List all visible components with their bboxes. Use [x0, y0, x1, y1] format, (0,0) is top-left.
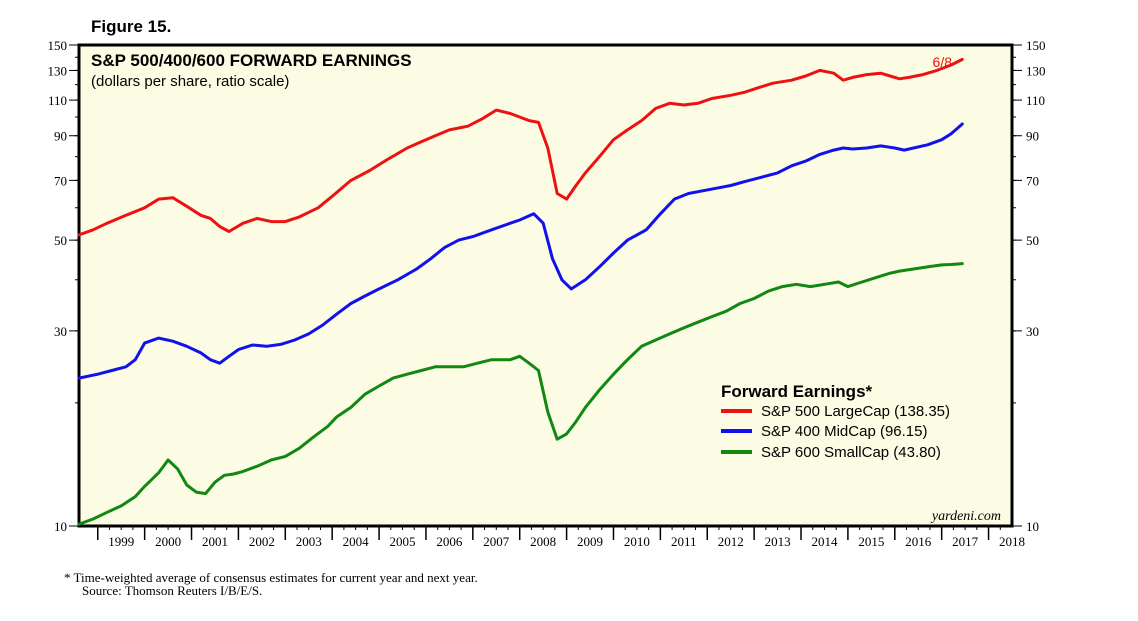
x-tick-label: 2003	[296, 534, 322, 549]
sp600-line	[77, 262, 964, 526]
axis-ticks	[69, 44, 1022, 540]
series-lines	[77, 57, 964, 526]
y-tick-label-left: 90	[54, 129, 67, 144]
chart-title: S&P 500/400/600 FORWARD EARNINGS	[91, 51, 412, 70]
y-tick-label-right: 10	[1026, 519, 1039, 534]
y-tick-label-right: 50	[1026, 233, 1039, 248]
x-tick-label: 1999	[108, 534, 134, 549]
legend-label-sp500: S&P 500 LargeCap (138.35)	[761, 403, 950, 420]
legend: Forward Earnings* S&P 500 LargeCap (138.…	[721, 382, 950, 461]
x-tick-label: 2012	[718, 534, 744, 549]
x-tick-label: 2000	[155, 534, 181, 549]
x-tick-label: 2017	[952, 534, 979, 549]
y-tick-label-left: 70	[54, 173, 67, 188]
y-tick-label-right: 130	[1026, 63, 1046, 78]
x-axis-labels: 1999 2000 2001 2002 2003 2004 2005 2006 2007 2008…	[108, 534, 1025, 549]
y-tick-label-left: 50	[54, 233, 67, 248]
sp400-line	[77, 122, 964, 380]
x-tick-label: 2013	[765, 534, 791, 549]
x-tick-label: 2001	[202, 534, 228, 549]
y-tick-label-left: 110	[48, 93, 67, 108]
source-note: Source: Thomson Reuters I/B/E/S.	[82, 583, 262, 598]
x-tick-label: 2016	[905, 534, 932, 549]
y-tick-label-right: 90	[1026, 129, 1039, 144]
x-tick-label: 2010	[624, 534, 650, 549]
plot-area	[77, 43, 1014, 528]
y-axis-right-labels: 10 30 50 70 90 110 130 150	[1026, 38, 1046, 534]
y-tick-label-left: 150	[48, 38, 68, 53]
y-tick-label-right: 70	[1026, 173, 1039, 188]
y-axis-left-labels: 10 30 50 70 90 110 130 150	[48, 38, 68, 534]
figure-label: Figure 15.	[91, 17, 171, 36]
y-tick-label-left: 30	[54, 324, 67, 339]
x-tick-label: 2004	[343, 534, 370, 549]
sp500-line	[77, 57, 964, 237]
y-tick-label-right: 110	[1026, 93, 1045, 108]
y-tick-label-left: 10	[54, 519, 67, 534]
x-tick-label: 2005	[390, 534, 416, 549]
end-date-label: 6/8	[933, 54, 953, 70]
x-tick-label: 2002	[249, 534, 275, 549]
watermark: yardeni.com	[930, 509, 1001, 524]
legend-title: Forward Earnings*	[721, 382, 873, 401]
x-tick-label: 2009	[577, 534, 603, 549]
x-tick-label: 2018	[999, 534, 1025, 549]
chart-subtitle: (dollars per share, ratio scale)	[91, 73, 289, 90]
y-tick-label-right: 30	[1026, 324, 1039, 339]
legend-label-sp600: S&P 600 SmallCap (43.80)	[761, 444, 941, 461]
x-tick-label: 2014	[811, 534, 838, 549]
x-tick-label: 2008	[530, 534, 556, 549]
legend-label-sp400: S&P 400 MidCap (96.15)	[761, 423, 928, 440]
x-tick-label: 2007	[483, 534, 510, 549]
x-tick-label: 2015	[858, 534, 884, 549]
footnote: * Time-weighted average of consensus est…	[64, 570, 478, 585]
y-tick-label-left: 130	[48, 63, 68, 78]
x-tick-label: 2006	[436, 534, 463, 549]
x-tick-label: 2011	[671, 534, 697, 549]
y-tick-label-right: 150	[1026, 38, 1046, 53]
